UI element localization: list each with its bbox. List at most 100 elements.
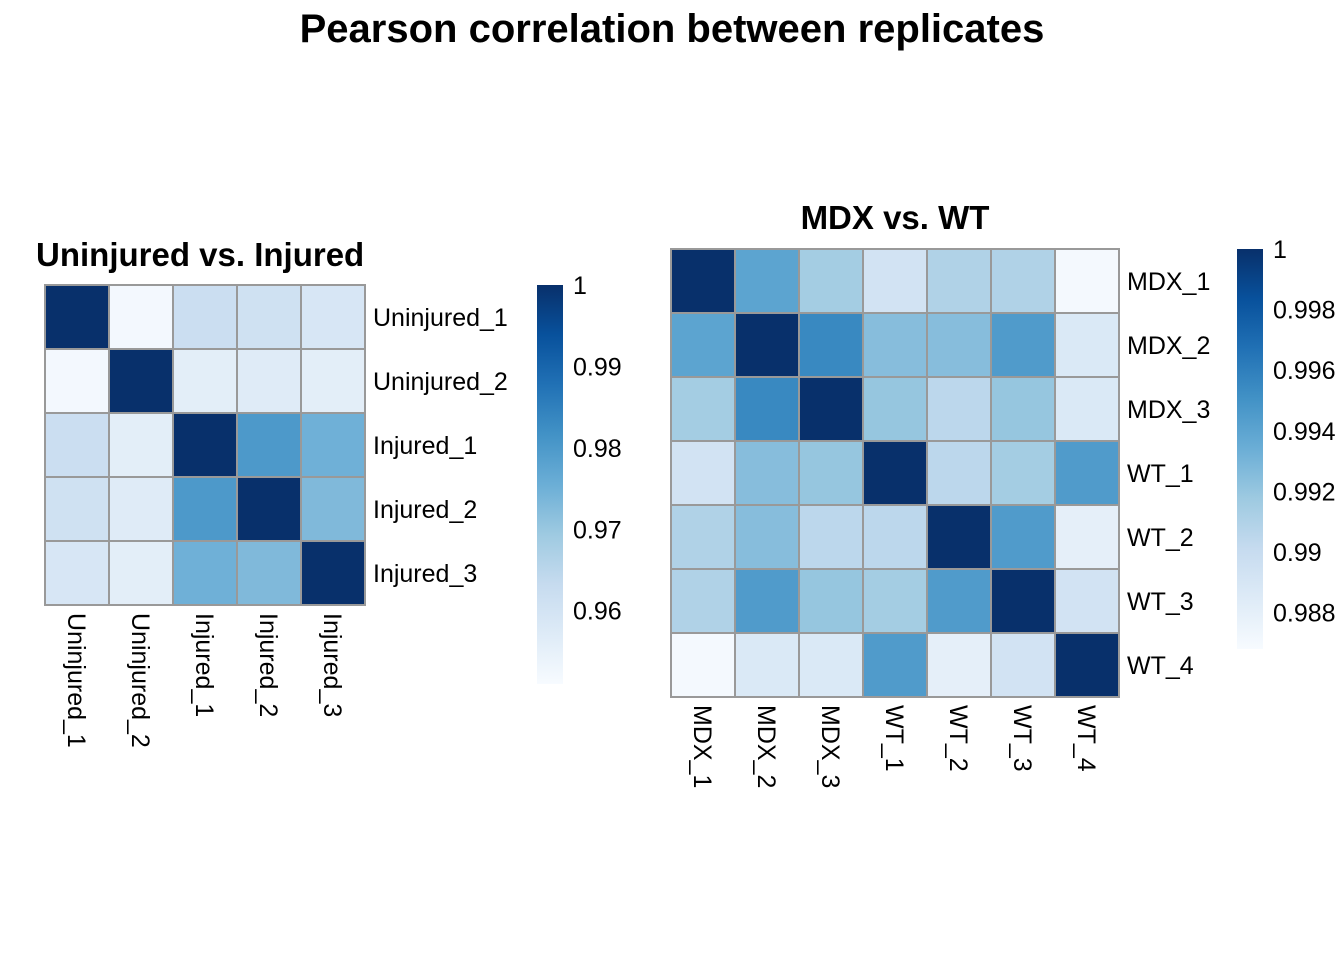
heatmap-cell-wt-1-mdx-1: [670, 440, 736, 506]
heatmap-cell-mdx-1-mdx-1: [670, 248, 736, 314]
column-labels: MDX_1 MDX_2 MDX_3 WT_1 WT_2 WT_3 WT_4: [688, 705, 1100, 788]
legend-tick-label: 1: [1273, 236, 1287, 264]
column-label-injured-2: Injured_2: [254, 613, 282, 717]
heatmap-cell-wt-3-wt-1: [862, 568, 928, 634]
heatmap-cell-wt-2-mdx-2: [734, 504, 800, 570]
color-scale-bar: [1237, 249, 1263, 649]
heatmap-cell-wt-4-wt-4: [1054, 632, 1120, 698]
heatmap-cell-wt-1-mdx-2: [734, 440, 800, 506]
heatmap-cell-wt-2-wt-1: [862, 504, 928, 570]
heatmap-cell-mdx-2-mdx-1: [670, 312, 736, 378]
column-label-uninjured-2: Uninjured_2: [126, 613, 154, 748]
heatmap-cell-uninjured-1-injured-3: [300, 284, 366, 350]
heatmap-cell-injured-3-uninjured-2: [108, 540, 174, 606]
heatmap-cell-wt-4-mdx-3: [798, 632, 864, 698]
heatmap-cell-wt-4-wt-2: [926, 632, 992, 698]
heatmap-cell-uninjured-2-uninjured-1: [44, 348, 110, 414]
heatmap-cell-mdx-3-wt-3: [990, 376, 1056, 442]
heatmap-cell-wt-1-wt-4: [1054, 440, 1120, 506]
heatmap-cell-mdx-1-wt-1: [862, 248, 928, 314]
heatmap-cell-wt-4-wt-1: [862, 632, 928, 698]
row-label-wt-3: WT_3: [1127, 588, 1194, 616]
heatmap-cell-injured-1-injured-2: [236, 412, 302, 478]
legend-tick-label: 0.994: [1273, 418, 1336, 446]
heatmap-cell-mdx-3-mdx-2: [734, 376, 800, 442]
heatmap-cell-mdx-2-wt-1: [862, 312, 928, 378]
column-label-injured-3: Injured_3: [318, 613, 346, 717]
legend-tick-label: 0.996: [1273, 357, 1336, 385]
heatmap-cell-mdx-1-mdx-3: [798, 248, 864, 314]
heatmap-cell-wt-3-mdx-2: [734, 568, 800, 634]
column-label-wt-1: WT_1: [880, 705, 908, 772]
heatmap-cell-wt-2-mdx-1: [670, 504, 736, 570]
heatmap-mdx-vs-wt: MDX vs. WT MDX_1 MDX_2 MDX_3 WT_1 WT_2 WT_3 WT…: [670, 199, 1336, 788]
heatmap-cell-wt-4-mdx-1: [670, 632, 736, 698]
heatmap-cell-uninjured-2-injured-3: [300, 348, 366, 414]
legend-tick-label: 0.988: [1273, 600, 1336, 628]
heatmap-cell-mdx-1-wt-4: [1054, 248, 1120, 314]
heatmap-cell-wt-1-wt-2: [926, 440, 992, 506]
row-label-mdx-3: MDX_3: [1127, 396, 1210, 424]
legend-tick-label: 0.998: [1273, 297, 1336, 325]
row-label-injured-2: Injured_2: [373, 496, 477, 524]
heatmap-cell-wt-4-wt-3: [990, 632, 1056, 698]
row-label-wt-2: WT_2: [1127, 524, 1194, 552]
color-scale-bar: [537, 285, 563, 684]
heatmap-cell-mdx-2-wt-3: [990, 312, 1056, 378]
row-label-injured-3: Injured_3: [373, 560, 477, 588]
heatmap-cell-injured-1-uninjured-1: [44, 412, 110, 478]
heatmap-cell-uninjured-1-uninjured-2: [108, 284, 174, 350]
heatmap-cell-wt-2-wt-3: [990, 504, 1056, 570]
heatmap-cell-mdx-2-wt-2: [926, 312, 992, 378]
row-label-mdx-1: MDX_1: [1127, 268, 1210, 296]
heatmap-cell-wt-3-wt-4: [1054, 568, 1120, 634]
row-label-uninjured-2: Uninjured_2: [373, 368, 508, 396]
row-label-uninjured-1: Uninjured_1: [373, 304, 508, 332]
heatmap-cell-uninjured-1-uninjured-1: [44, 284, 110, 350]
heatmap-cell-uninjured-1-injured-2: [236, 284, 302, 350]
heatmap-cell-mdx-2-mdx-3: [798, 312, 864, 378]
heatmap-cell-mdx-3-mdx-3: [798, 376, 864, 442]
column-label-mdx-3: MDX_3: [816, 705, 844, 788]
main-title: Pearson correlation between replicates: [300, 7, 1045, 51]
heatmap-cell-wt-2-wt-2: [926, 504, 992, 570]
heatmap-cell-uninjured-2-injured-1: [172, 348, 238, 414]
color-legend: 1 0.99 0.98 0.97 0.96: [537, 272, 622, 684]
legend-tick-label: 0.992: [1273, 478, 1336, 506]
heatmap-cell-uninjured-1-injured-1: [172, 284, 238, 350]
color-legend: 1 0.998 0.996 0.994 0.992 0.99 0.988: [1237, 236, 1336, 649]
heatmap-cell-injured-1-injured-3: [300, 412, 366, 478]
heatmap-cell-mdx-1-wt-3: [990, 248, 1056, 314]
heatmap-cell-mdx-2-wt-4: [1054, 312, 1120, 378]
column-label-uninjured-1: Uninjured_1: [62, 613, 90, 748]
heatmap-cell-mdx-3-wt-2: [926, 376, 992, 442]
heatmap-cell-injured-3-uninjured-1: [44, 540, 110, 606]
heatmap-cell-wt-4-mdx-2: [734, 632, 800, 698]
row-label-injured-1: Injured_1: [373, 432, 477, 460]
legend-tick-label: 0.99: [1273, 539, 1322, 567]
heatmap-cell-mdx-3-mdx-1: [670, 376, 736, 442]
heatmap-uninjured-vs-injured: Uninjured vs. Injured Uninjured_1Uninjur…: [36, 236, 622, 748]
heatmap-cell-wt-3-wt-3: [990, 568, 1056, 634]
column-label-injured-1: Injured_1: [190, 613, 218, 717]
heatmap-cell-mdx-2-mdx-2: [734, 312, 800, 378]
heatmap-cell-injured-1-uninjured-2: [108, 412, 174, 478]
row-label-wt-1: WT_1: [1127, 460, 1194, 488]
heatmap-cell-wt-2-wt-4: [1054, 504, 1120, 570]
heatmap-cell-injured-3-injured-3: [300, 540, 366, 606]
heatmap-cell-injured-2-injured-3: [300, 476, 366, 542]
heatmap-cells: [670, 248, 1120, 698]
column-label-wt-3: WT_3: [1008, 705, 1036, 772]
heatmap-cell-injured-2-injured-2: [236, 476, 302, 542]
panel-title-mdx-vs-wt: MDX vs. WT: [801, 199, 990, 236]
column-label-mdx-1: MDX_1: [688, 705, 716, 788]
heatmap-cell-injured-1-injured-1: [172, 412, 238, 478]
column-label-wt-4: WT_4: [1072, 705, 1100, 772]
heatmap-cell-injured-2-uninjured-2: [108, 476, 174, 542]
heatmap-cell-wt-1-mdx-3: [798, 440, 864, 506]
row-label-wt-4: WT_4: [1127, 652, 1194, 680]
heatmap-cell-wt-1-wt-1: [862, 440, 928, 506]
legend-tick-label: 0.96: [573, 598, 622, 626]
heatmap-cell-injured-2-injured-1: [172, 476, 238, 542]
